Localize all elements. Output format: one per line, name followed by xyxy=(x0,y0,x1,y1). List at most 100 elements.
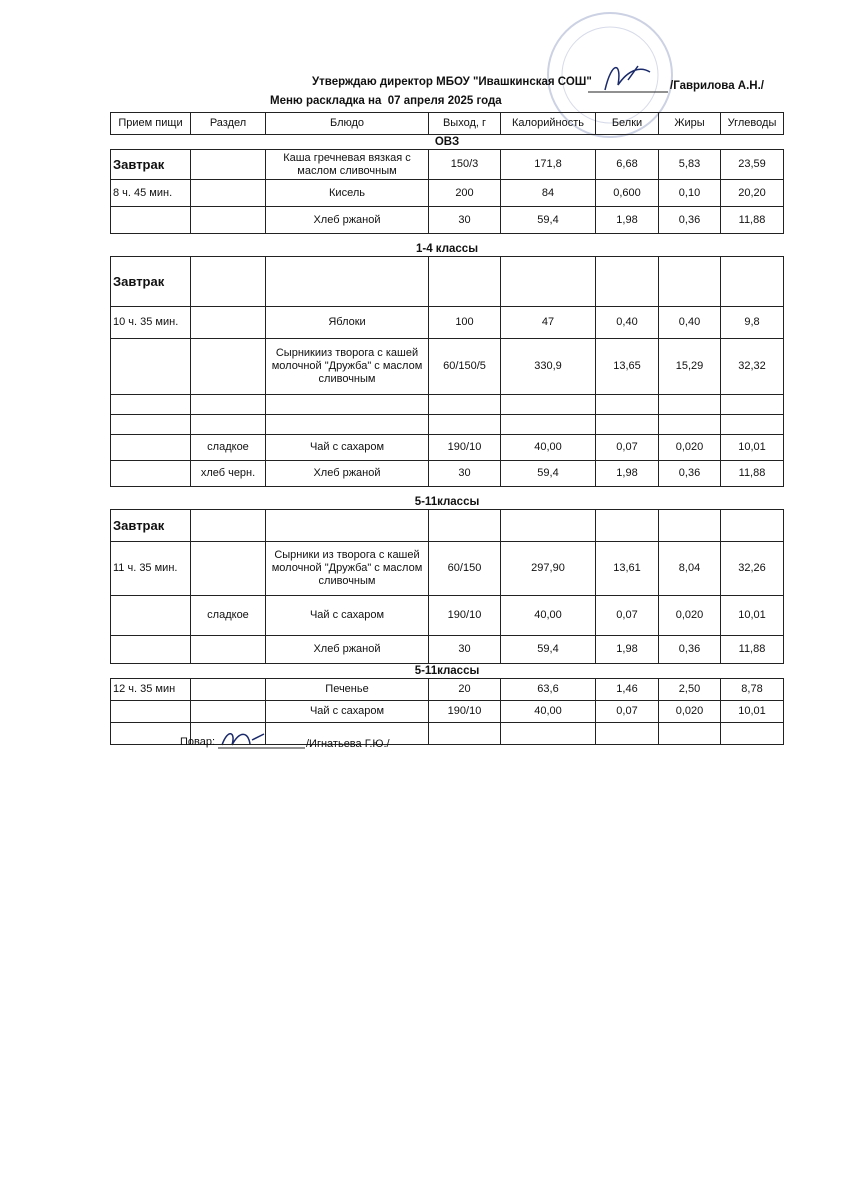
cell: 8,78 xyxy=(720,678,784,701)
cell: 30 xyxy=(428,206,501,234)
cell: 0,36 xyxy=(658,460,721,487)
cell: 0,10 xyxy=(658,179,721,207)
cell: 200 xyxy=(428,179,501,207)
cell: 11,88 xyxy=(720,635,784,664)
cell xyxy=(428,509,501,542)
approval: Утверждаю директор МБОУ "Ивашкинская СОШ… xyxy=(312,76,592,88)
cell: 9,8 xyxy=(720,306,784,339)
cell xyxy=(720,414,784,435)
cell xyxy=(110,414,191,435)
cell: 63,6 xyxy=(500,678,596,701)
cell xyxy=(500,509,596,542)
cell: 12 ч. 35 мин xyxy=(110,678,191,701)
cell: 0,36 xyxy=(658,635,721,664)
row: 10 ч. 35 мин. Яблоки 100 47 0,40 0,40 9,8 xyxy=(110,306,784,339)
cell xyxy=(190,394,266,415)
cell: 59,4 xyxy=(500,206,596,234)
cell: 2,50 xyxy=(658,678,721,701)
cell: 0,40 xyxy=(658,306,721,339)
row xyxy=(110,722,784,745)
cell: 40,00 xyxy=(500,595,596,636)
table: Завтрак 11 ч. 35 мин. Сырники из творога с… xyxy=(110,509,784,664)
cell: 15,29 xyxy=(658,338,721,395)
cell xyxy=(190,635,266,664)
table: Завтрак Каша гречневая вязкая с маслом сл… xyxy=(110,149,784,234)
cell: 10,01 xyxy=(720,595,784,636)
table: Завтрак 10 ч. 35 мин. Яблоки 100 47 0,40 0,40 9… xyxy=(110,256,784,487)
row: сладкое Чай с сахаром 190/10 40,00 0,07 0,020… xyxy=(110,434,784,461)
cell: 0,40 xyxy=(595,306,659,339)
cell: Печенье xyxy=(265,678,429,701)
row: сладкое Чай с сахаром 190/10 40,00 0,07 0,020… xyxy=(110,595,784,636)
row xyxy=(110,394,784,415)
row xyxy=(110,414,784,435)
cell xyxy=(500,394,596,415)
cell xyxy=(500,722,596,745)
cell xyxy=(190,256,266,307)
cell xyxy=(110,700,191,723)
cell: Хлеб ржаной xyxy=(265,460,429,487)
cell: 100 xyxy=(428,306,501,339)
row: Хлеб ржаной 30 59,4 1,98 0,36 11,88 xyxy=(110,206,784,234)
cell: 0,07 xyxy=(595,700,659,723)
row: Хлеб ржаной 30 59,4 1,98 0,36 11,88 xyxy=(110,635,784,664)
cell: 60/150/5 xyxy=(428,338,501,395)
cell: Каша гречневая вязкая с маслом сливочным xyxy=(265,149,429,180)
cell xyxy=(190,206,266,234)
cell xyxy=(595,722,659,745)
cell: 10,01 xyxy=(720,434,784,461)
column-header: Углеводы xyxy=(720,112,784,135)
cell xyxy=(595,414,659,435)
table: 12 ч. 35 мин Печенье 20 63,6 1,46 2,50 8,78 Чай… xyxy=(110,678,784,745)
column-header: Жиры xyxy=(658,112,721,135)
cell: сладкое xyxy=(190,595,266,636)
cell xyxy=(110,635,191,664)
cell: 40,00 xyxy=(500,434,596,461)
row: 8 ч. 45 мин. Кисель 200 84 0,600 0,10 20,20 xyxy=(110,179,784,207)
cell: 32,26 xyxy=(720,541,784,596)
cell: Завтрак xyxy=(110,256,191,307)
cell: 59,4 xyxy=(500,635,596,664)
cell: 1,98 xyxy=(595,460,659,487)
column-header: Белки xyxy=(595,112,659,135)
cell xyxy=(500,256,596,307)
cell xyxy=(428,414,501,435)
cell: 0,020 xyxy=(658,434,721,461)
cell: хлеб черн. xyxy=(190,460,266,487)
cell xyxy=(190,179,266,207)
cell: 0,020 xyxy=(658,700,721,723)
cell: 0,36 xyxy=(658,206,721,234)
cook-label: Повар: xyxy=(180,736,216,748)
cell: Завтрак xyxy=(110,509,191,542)
cell: 0,020 xyxy=(658,595,721,636)
cell xyxy=(265,394,429,415)
cell xyxy=(720,256,784,307)
approver: /Гаврилова А.Н./ xyxy=(670,80,765,92)
menu-table: Прием пищи Раздел Блюдо Выход, г Калорийност… xyxy=(110,112,784,745)
cell xyxy=(428,256,501,307)
cell: 190/10 xyxy=(428,700,501,723)
cell: 1,98 xyxy=(595,206,659,234)
cell xyxy=(110,394,191,415)
cell: 60/150 xyxy=(428,541,501,596)
cell: 1,46 xyxy=(595,678,659,701)
cell: 1,98 xyxy=(595,635,659,664)
cell: 8,04 xyxy=(658,541,721,596)
column-header: Прием пищи xyxy=(110,112,191,135)
cook: /Игнатьева Г.Ю./ xyxy=(306,738,390,750)
cell xyxy=(720,722,784,745)
cell xyxy=(190,509,266,542)
row: Завтрак xyxy=(110,256,784,307)
cell: 150/3 xyxy=(428,149,501,180)
cell: 30 xyxy=(428,635,501,664)
cell: 0,07 xyxy=(595,434,659,461)
cell: 23,59 xyxy=(720,149,784,180)
cell xyxy=(428,722,501,745)
stamp xyxy=(547,12,673,138)
cell: 190/10 xyxy=(428,434,501,461)
column-header: Раздел xyxy=(190,112,266,135)
cell: Чай с сахаром xyxy=(265,700,429,723)
cell xyxy=(658,509,721,542)
cell: 10 ч. 35 мин. xyxy=(110,306,191,339)
cell xyxy=(658,394,721,415)
